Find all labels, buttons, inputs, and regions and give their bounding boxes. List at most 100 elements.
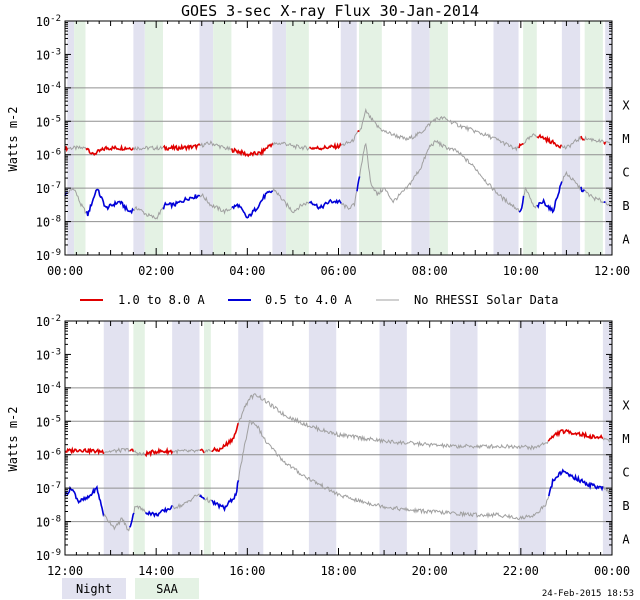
y-tick-label: 10-5 xyxy=(36,414,61,429)
x-tick-label: 14:00 xyxy=(138,564,174,578)
flare-class-label: M xyxy=(622,132,629,146)
generated-timestamp: 24-Feb-2015 18:53 xyxy=(542,589,634,599)
saa-band xyxy=(429,21,448,255)
long-channel-line-segment xyxy=(580,135,586,141)
long-channel-line-segment xyxy=(85,143,135,156)
long-channel-line-segment xyxy=(547,428,604,442)
night-band xyxy=(172,321,200,555)
saa-band xyxy=(359,21,382,255)
night-band xyxy=(450,321,478,555)
long-channel-no-rhessi-segment xyxy=(237,393,549,451)
long-channel-no-rhessi-segment xyxy=(359,107,520,152)
short-channel-no-rhessi-segment xyxy=(523,187,538,209)
legend: 1.0 to 8.0 A 0.5 to 4.0 A No RHESSI Sola… xyxy=(80,293,559,307)
flare-class-label: C xyxy=(622,165,629,179)
night-key-swatch xyxy=(62,578,126,599)
legend-label-short: 0.5 to 4.0 A xyxy=(265,293,352,307)
short-channel-no-rhessi-segment xyxy=(561,170,582,192)
saa-band xyxy=(523,21,537,255)
long-channel-line-segment xyxy=(162,143,201,152)
y-tick-label: 10-4 xyxy=(36,81,61,96)
y-tick-label: 10-3 xyxy=(36,347,61,362)
long-channel-line-segment xyxy=(144,446,174,458)
long-channel-no-rhessi-segment xyxy=(204,448,213,454)
x-tick-label: 18:00 xyxy=(320,564,356,578)
short-channel-no-rhessi-segment xyxy=(67,187,87,215)
y-tick-label: 10-3 xyxy=(36,47,61,62)
long-channel-line-segment xyxy=(199,448,206,454)
long-channel-no-rhessi-segment xyxy=(584,135,605,144)
night-band xyxy=(340,21,357,255)
short-channel-no-rhessi-segment xyxy=(272,188,310,214)
night-band xyxy=(493,21,519,255)
flare-class-label: A xyxy=(622,232,630,246)
short-channel-line-segment xyxy=(518,195,525,213)
x-tick-label: 08:00 xyxy=(412,264,448,278)
long-channel-line-segment xyxy=(231,142,274,158)
short-channel-line-segment xyxy=(548,468,604,497)
chart-title: GOES 3-sec X-ray Flux 30-Jan-2014 xyxy=(181,2,479,20)
saa-band xyxy=(74,21,86,255)
long-channel-no-rhessi-segment xyxy=(67,145,87,151)
x-tick-label: 12:00 xyxy=(47,564,83,578)
short-channel-line-segment xyxy=(308,198,342,211)
long-channel-no-rhessi-segment xyxy=(133,450,146,457)
x-tick-label: 00:00 xyxy=(47,264,83,278)
y-tick-label: 10-7 xyxy=(36,481,61,496)
y-axis-label-bottom: Watts m-2 xyxy=(6,406,20,471)
x-tick-label: 12:00 xyxy=(594,264,630,278)
saa-band xyxy=(144,21,164,255)
short-channel-line-segment xyxy=(580,186,585,193)
night-band xyxy=(67,21,75,255)
long-channel-line-segment xyxy=(518,143,524,149)
flare-class-label: C xyxy=(622,465,629,479)
night-band xyxy=(238,321,264,555)
short-channel-no-rhessi-segment xyxy=(133,505,146,513)
short-channel-line-segment xyxy=(231,190,274,219)
long-channel-no-rhessi-segment xyxy=(605,141,613,147)
saa-band xyxy=(204,321,211,555)
short-channel-line-segment xyxy=(162,194,201,210)
saa-key-label: SAA xyxy=(156,582,178,596)
flare-class-label: B xyxy=(622,499,629,513)
short-channel-line-segment xyxy=(144,504,173,518)
long-channel-line-segment xyxy=(64,446,105,456)
night-band xyxy=(561,21,581,255)
short-channel-line-segment xyxy=(603,201,606,204)
legend-label-long: 1.0 to 8.0 A xyxy=(118,293,205,307)
long-channel-no-rhessi-segment xyxy=(272,141,310,151)
flare-class-label: B xyxy=(622,199,629,213)
x-tick-label: 02:00 xyxy=(138,264,174,278)
long-channel-line-segment xyxy=(603,141,607,146)
long-channel-no-rhessi-segment xyxy=(340,131,359,147)
x-tick-label: 16:00 xyxy=(229,564,265,578)
y-tick-label: 10-7 xyxy=(36,181,61,196)
night-band xyxy=(272,21,287,255)
y-tick-label: 10-6 xyxy=(36,448,61,463)
short-channel-no-rhessi-segment xyxy=(584,189,605,204)
flare-class-label: A xyxy=(622,532,630,546)
night-band xyxy=(308,321,337,555)
y-axis-label-top: Watts m-2 xyxy=(6,106,20,171)
night-band xyxy=(379,321,407,555)
long-channel-no-rhessi-segment xyxy=(523,133,538,145)
x-tick-label: 10:00 xyxy=(503,264,539,278)
short-channel-no-rhessi-segment xyxy=(133,205,164,220)
short-channel-line-segment xyxy=(356,176,361,192)
night-band xyxy=(199,21,214,255)
flare-class-label: X xyxy=(622,399,630,413)
short-channel-line-segment xyxy=(86,188,135,217)
night-band xyxy=(133,21,145,255)
long-channel-no-rhessi-segment xyxy=(172,448,200,456)
x-tick-label: 00:00 xyxy=(594,564,630,578)
long-channel-no-rhessi-segment xyxy=(199,140,232,151)
y-tick-label: 10-9 xyxy=(36,248,61,263)
long-channel-no-rhessi-segment xyxy=(602,437,613,444)
y-tick-label: 10-2 xyxy=(36,14,61,29)
short-channel-line-segment xyxy=(211,479,240,513)
x-tick-label: 20:00 xyxy=(412,564,448,578)
saa-band xyxy=(286,21,309,255)
short-channel-line-segment xyxy=(64,485,105,517)
saa-key-swatch xyxy=(135,578,199,599)
flare-class-label: X xyxy=(622,99,630,113)
